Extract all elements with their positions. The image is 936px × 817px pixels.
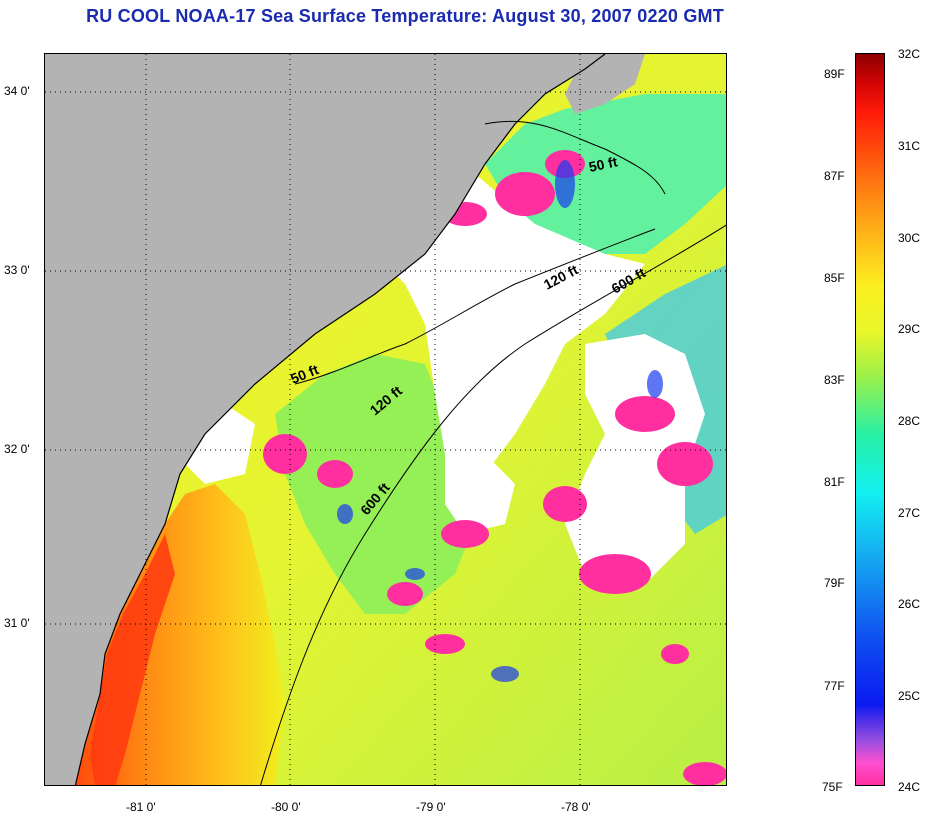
lon-label-79: -79 0' xyxy=(416,800,446,814)
colorbar-label-85f: 85F xyxy=(824,271,845,285)
colorbar-label-89f: 89F xyxy=(824,67,845,81)
deep-red-band xyxy=(90,534,175,785)
lon-label-80: -80 0' xyxy=(271,800,301,814)
cloud-cover-east xyxy=(565,334,705,584)
colorbar-label-29c: 29C xyxy=(898,322,921,336)
lat-label-32: 32 0' xyxy=(4,442,30,456)
contour-50ft xyxy=(484,120,666,195)
cloud-cover-mid xyxy=(445,454,515,534)
coastline xyxy=(74,54,606,785)
temperature-colorbar xyxy=(855,53,885,786)
northern-shelf-water xyxy=(485,94,726,254)
colorbar-label-79f: 79F xyxy=(824,576,845,590)
sst-map: 50 ft 50 ft 120 ft 120 ft 600 ft 600 ft xyxy=(44,53,727,786)
colorbar-label-81f: 81F xyxy=(824,475,845,489)
contour-600ft xyxy=(260,224,726,785)
lon-label-78: -78 0' xyxy=(561,800,591,814)
sst-map-canvas: 50 ft 50 ft 120 ft 120 ft 600 ft 600 ft xyxy=(45,54,726,785)
lat-label-33: 33 0' xyxy=(4,263,30,277)
colorbar-label-75f: 75F xyxy=(822,780,843,794)
colorbar-label-87f: 87F xyxy=(824,169,845,183)
colorbar-label-31c: 31C xyxy=(898,139,921,153)
lat-label-31: 31 0' xyxy=(4,616,30,630)
colorbar-label-24c: 24C xyxy=(898,780,921,794)
colorbar-label-27c: 27C xyxy=(898,506,921,520)
contour-label-50ft-north: 50 ft xyxy=(587,153,619,175)
graticule xyxy=(45,54,726,785)
blue-water-fringes xyxy=(337,160,663,682)
land-area xyxy=(45,54,605,785)
colorbar-label-26c: 26C xyxy=(898,597,921,611)
colorbar-label-25c: 25C xyxy=(898,689,921,703)
bathymetry-contours xyxy=(260,120,726,785)
lat-label-34: 34 0' xyxy=(4,84,30,98)
colorbar-label-77f: 77F xyxy=(824,679,845,693)
colorbar-label-83f: 83F xyxy=(824,373,845,387)
lon-label-81: -81 0' xyxy=(126,800,156,814)
contour-120ft xyxy=(294,228,656,385)
cold-water-patches xyxy=(223,150,726,785)
colorbar-label-30c: 30C xyxy=(898,231,921,245)
colorbar-label-28c: 28C xyxy=(898,414,921,428)
map-title: RU COOL NOAA-17 Sea Surface Temperature:… xyxy=(86,6,724,26)
colorbar-label-32c: 32C xyxy=(898,47,921,61)
mid-shelf-water xyxy=(275,354,475,614)
